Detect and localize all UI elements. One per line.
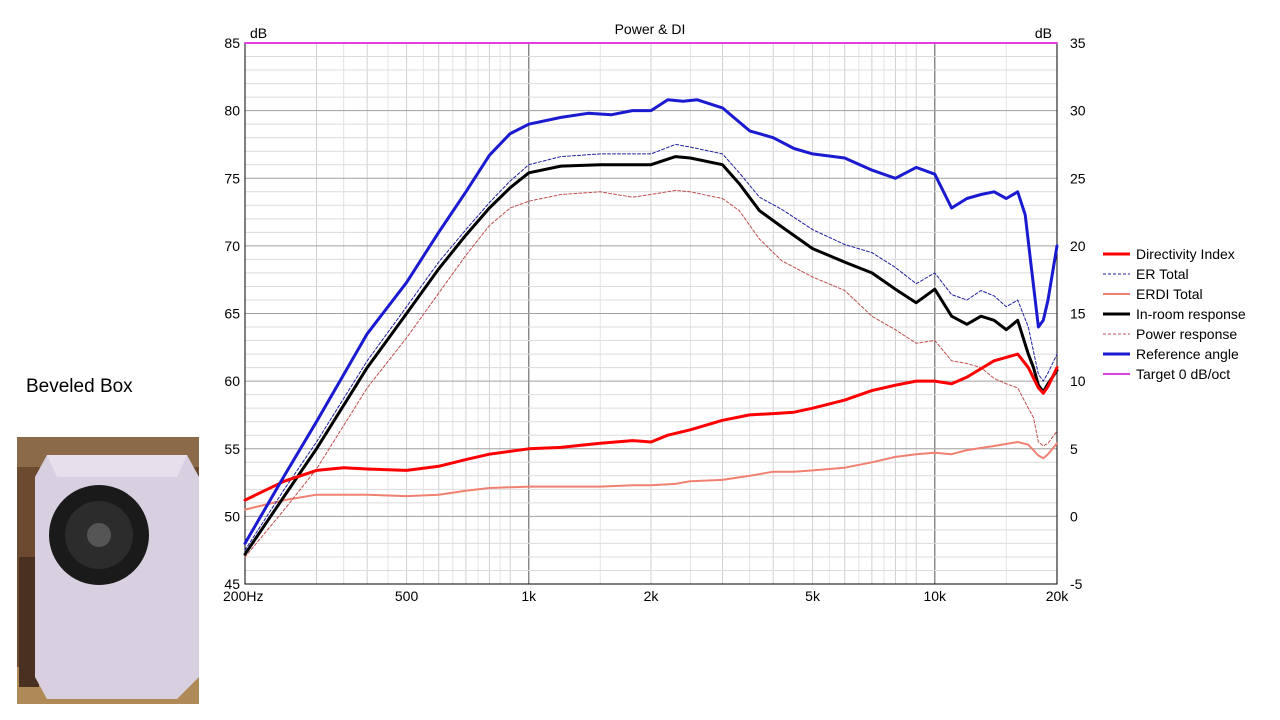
left-axis-unit: dB <box>250 25 267 41</box>
chart-title: Power & DI <box>615 21 686 37</box>
y-right-tick-label: 30 <box>1070 103 1086 119</box>
y-right-tick-label: 20 <box>1070 238 1086 254</box>
x-tick-label: 20k <box>1046 588 1070 604</box>
legend-label-reference-angle: Reference angle <box>1136 346 1239 362</box>
series-line-in-room-response <box>243 155 1059 556</box>
legend-label-power-response: Power response <box>1136 326 1237 342</box>
legend-label-target-0-db-oct: Target 0 dB/oct <box>1136 366 1230 382</box>
x-tick-label: 1k <box>521 588 537 604</box>
series-line-er-total <box>244 143 1058 551</box>
legend-label-in-room-response: In-room response <box>1136 306 1246 322</box>
y-right-tick-label: 10 <box>1070 373 1086 389</box>
series-line-directivity-index <box>243 352 1059 502</box>
speaker-photo <box>17 437 199 704</box>
y-right-tick-label: 0 <box>1070 508 1078 524</box>
right-axis-unit: dB <box>1035 25 1052 41</box>
axis-ticks: 200Hz 500 1k 2k 5k 10k 20k85807570656055504535… <box>223 35 1086 604</box>
y-right-tick-label: 25 <box>1070 170 1086 186</box>
legend-label-erdi-total: ERDI Total <box>1136 286 1203 302</box>
y-right-tick-label: -5 <box>1070 576 1083 592</box>
x-tick-label: 500 <box>395 588 419 604</box>
chart-grid <box>245 43 1057 584</box>
y-right-tick-label: 15 <box>1070 306 1086 322</box>
y-right-tick-label: 5 <box>1070 441 1078 457</box>
chart-legend: Directivity Index ER Total ERDI Total In-ro… <box>1103 246 1246 382</box>
y-left-tick-label: 50 <box>224 508 240 524</box>
series-line-reference-angle <box>243 98 1059 545</box>
y-left-tick-label: 70 <box>224 238 240 254</box>
y-left-tick-label: 65 <box>224 306 240 322</box>
y-left-tick-label: 80 <box>224 103 240 119</box>
y-left-tick-label: 85 <box>224 35 240 51</box>
x-tick-label: 200Hz <box>223 588 263 604</box>
x-tick-label: 10k <box>923 588 947 604</box>
x-tick-label: 2k <box>644 588 660 604</box>
legend-label-directivity-index: Directivity Index <box>1136 246 1235 262</box>
chart-series <box>243 42 1059 558</box>
series-line-power-response <box>244 189 1058 558</box>
y-left-tick-label: 55 <box>224 441 240 457</box>
y-left-tick-label: 45 <box>224 576 240 592</box>
legend-label-er-total: ER Total <box>1136 266 1189 282</box>
y-left-tick-label: 60 <box>224 373 240 389</box>
x-tick-label: 5k <box>805 588 821 604</box>
speaker-caption: Beveled Box <box>26 376 133 397</box>
series-line-erdi-total <box>244 441 1058 511</box>
y-left-tick-label: 75 <box>224 170 240 186</box>
y-right-tick-label: 35 <box>1070 35 1086 51</box>
